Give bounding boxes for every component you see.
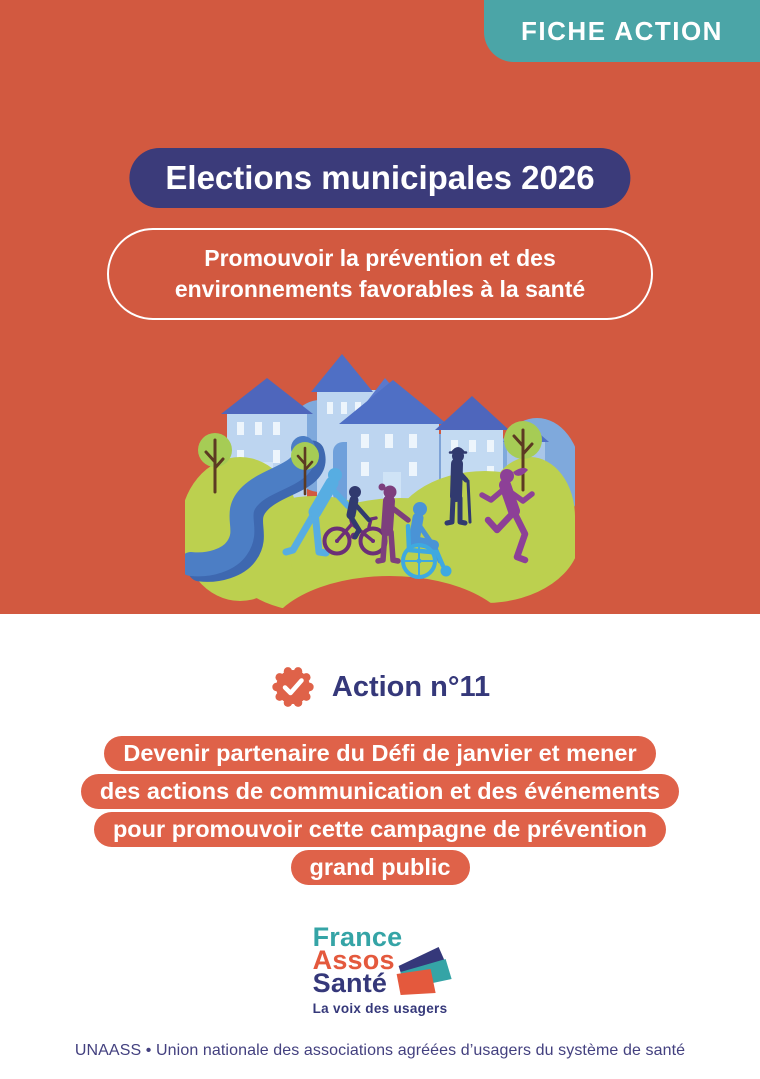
orange-wave bbox=[276, 576, 504, 614]
tree-icon bbox=[198, 433, 232, 494]
river bbox=[185, 436, 326, 582]
action-number-label: Action n°11 bbox=[331, 670, 491, 703]
village-illustration bbox=[185, 354, 575, 614]
action-description-line: Devenir partenaire du Défi de janvier et… bbox=[104, 736, 656, 771]
france-assos-sante-logo: France Assos Santé La voix des usagers bbox=[312, 922, 452, 1016]
wheelchair-icon bbox=[401, 523, 452, 579]
tree-icon bbox=[291, 442, 319, 496]
trees bbox=[198, 421, 542, 496]
check-badge-icon bbox=[272, 667, 314, 707]
person-pusher bbox=[375, 483, 411, 564]
logo-word-sante: Santé bbox=[312, 968, 388, 998]
person-elderly bbox=[444, 447, 472, 526]
person-helper bbox=[282, 468, 351, 557]
people bbox=[282, 447, 535, 579]
action-heading: Action n°11 bbox=[0, 664, 760, 710]
subtitle-line-2: environnements favorables à la santé bbox=[174, 276, 586, 302]
person-runner bbox=[479, 467, 535, 564]
content-section: Action n°11 Devenir partenaire du Défi d… bbox=[0, 614, 760, 1079]
action-description: Devenir partenaire du Défi de janvier et… bbox=[0, 736, 760, 885]
action-description-line: des actions de communication et des évén… bbox=[80, 774, 680, 809]
logo-word-france: France bbox=[312, 922, 403, 952]
footer-text: UNAASS • Union nationale des association… bbox=[74, 1042, 686, 1059]
fiche-action-badge: FICHE ACTION bbox=[484, 0, 760, 62]
hero-section: FICHE ACTION Elections municipales 2026 … bbox=[0, 0, 760, 614]
tree-icon bbox=[504, 421, 542, 492]
page-title: Elections municipales 2026 bbox=[129, 148, 631, 208]
subtitle-line-1: Promouvoir la prévention et des bbox=[204, 245, 556, 271]
fiche-action-badge-label: FICHE ACTION bbox=[521, 15, 723, 46]
logo-word-assos: Assos bbox=[312, 945, 395, 975]
logo-tagline: La voix des usagers bbox=[312, 1001, 448, 1016]
logo-flags-icon bbox=[396, 947, 452, 995]
subtitle-box: Promouvoir la prévention et des environn… bbox=[107, 228, 653, 320]
person-child-cyclist bbox=[346, 486, 372, 540]
action-description-line: grand public bbox=[290, 850, 470, 885]
page-title-text: Elections municipales 2026 bbox=[165, 159, 595, 196]
action-description-line: pour promouvoir cette campagne de préven… bbox=[93, 812, 667, 847]
